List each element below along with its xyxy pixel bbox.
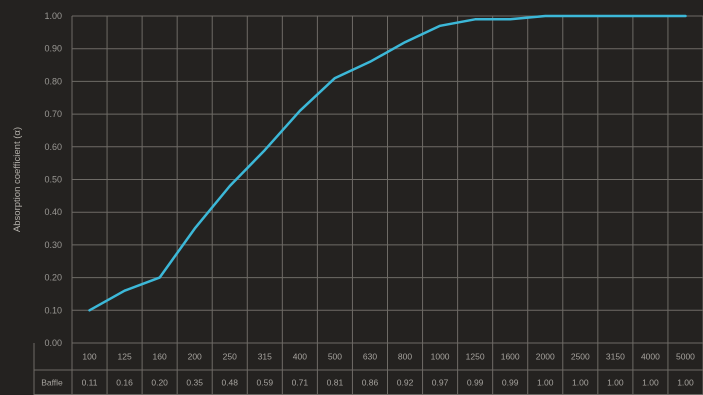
x-tick-label: 125	[117, 352, 131, 362]
y-tick-label: 0.50	[44, 175, 62, 185]
table-cell: 0.48	[221, 378, 238, 388]
grid	[33, 15, 703, 395]
y-tick-label: 0.60	[44, 142, 62, 152]
table-cell: 0.59	[257, 378, 274, 388]
x-tick-label: 4000	[641, 352, 660, 362]
y-tick-label: 0.70	[44, 109, 62, 119]
x-tick-label: 2500	[571, 352, 590, 362]
y-tick-label: 0.20	[44, 273, 62, 283]
table-cell: 0.16	[116, 378, 133, 388]
table-cell: 0.35	[186, 378, 203, 388]
table-cell: 1.00	[537, 378, 554, 388]
table-row-label: Baffle	[41, 378, 63, 388]
y-tick-label: 0.30	[44, 240, 62, 250]
x-tick-label: 500	[328, 352, 342, 362]
series-layer	[88, 14, 687, 312]
table-cell: 0.99	[467, 378, 484, 388]
x-tick-label: 160	[153, 352, 167, 362]
x-tick-label: 2000	[536, 352, 555, 362]
x-tick-label: 3150	[606, 352, 625, 362]
x-tick-label: 315	[258, 352, 272, 362]
table-cell: 0.86	[362, 378, 379, 388]
x-tick-label: 800	[398, 352, 412, 362]
y-tick-label: 1.00	[44, 11, 62, 21]
y-tick-label: 0.40	[44, 207, 62, 217]
table-cell: 0.99	[502, 378, 519, 388]
y-tick-label: 0.00	[44, 338, 62, 348]
x-tick-label: 1600	[501, 352, 520, 362]
y-axis-ticks: 0.00 0.10 0.20 0.30 0.40 0.50 0.60 0.70 0.80 0.90…	[44, 11, 62, 348]
table-cell: 1.00	[642, 378, 659, 388]
table-cell: 1.00	[607, 378, 624, 388]
x-tick-label: 250	[223, 352, 237, 362]
table-cell: 0.11	[82, 378, 98, 388]
table-cell: 1.00	[677, 378, 694, 388]
x-tick-label: 5000	[676, 352, 695, 362]
data-table: 100 125 160 200 250 315 400 500 630 800 1000 1250 16…	[41, 352, 695, 388]
x-tick-label: 1000	[431, 352, 450, 362]
x-tick-label: 200	[188, 352, 202, 362]
x-tick-label: 630	[363, 352, 377, 362]
table-cell: 0.81	[327, 378, 344, 388]
table-cell: 0.97	[432, 378, 449, 388]
y-tick-label: 0.10	[44, 305, 62, 315]
y-tick-label: 0.80	[44, 76, 62, 86]
table-cell: 0.20	[151, 378, 168, 388]
table-cell: 1.00	[572, 378, 589, 388]
x-tick-label: 400	[293, 352, 307, 362]
table-cell: 0.92	[397, 378, 414, 388]
x-tick-label: 1250	[466, 352, 485, 362]
table-cell: 0.71	[292, 378, 309, 388]
y-axis-title: Absorption coefficient (α)	[12, 127, 23, 232]
y-tick-label: 0.90	[44, 44, 62, 54]
x-tick-label: 100	[82, 352, 96, 362]
series-line	[88, 14, 687, 312]
